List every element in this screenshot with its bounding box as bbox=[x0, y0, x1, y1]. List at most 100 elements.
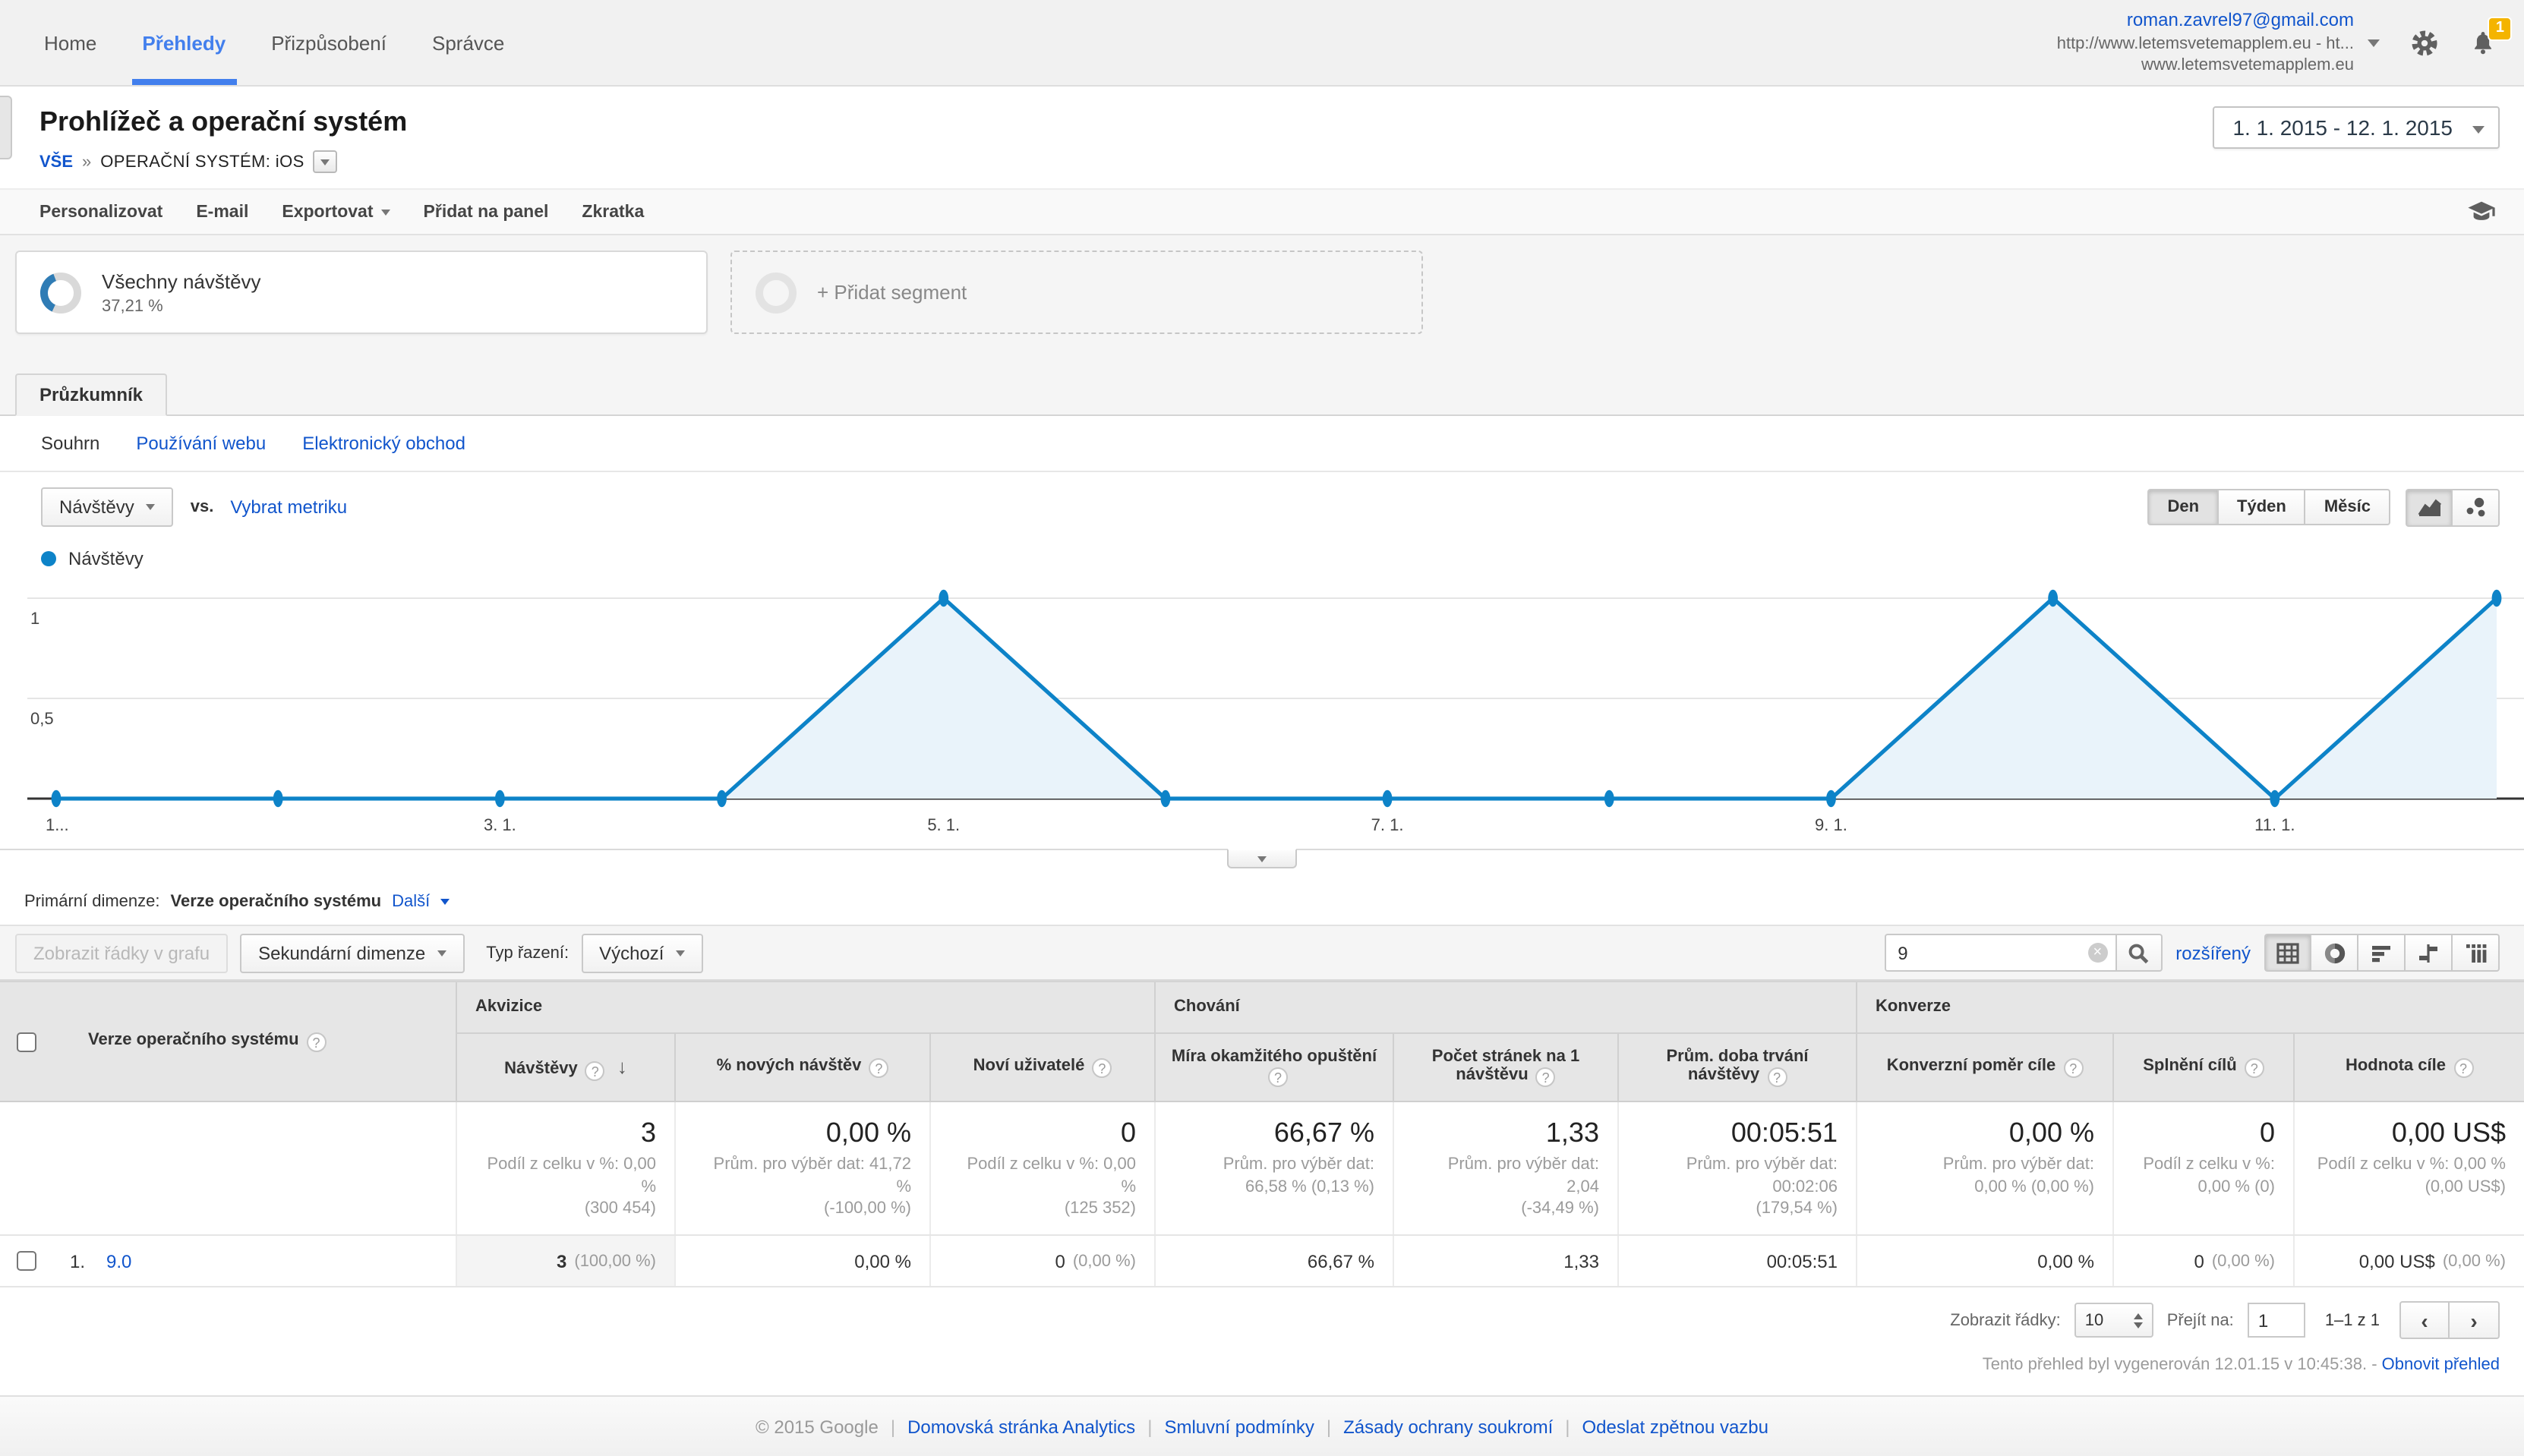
footer-link-analytics-home[interactable]: Domovská stránka Analytics bbox=[907, 1416, 1136, 1438]
footer-link-terms[interactable]: Smluvní podmínky bbox=[1164, 1416, 1314, 1438]
subtab-pouzivani-webu[interactable]: Používání webu bbox=[136, 433, 267, 454]
account-property-primary: http://www.letemsvetemapplem.eu - ht... bbox=[2056, 34, 2354, 52]
footer-link-privacy[interactable]: Zásady ochrany soukromí bbox=[1343, 1416, 1554, 1438]
email-button[interactable]: E-mail bbox=[196, 203, 249, 221]
chevron-down-icon bbox=[380, 209, 390, 215]
notifications-button[interactable]: 1 bbox=[2469, 16, 2512, 57]
shortcut-button[interactable]: Zkratka bbox=[582, 203, 645, 221]
personalize-button[interactable]: Personalizovat bbox=[39, 203, 163, 221]
sidebar-handle[interactable] bbox=[0, 96, 12, 159]
help-icon[interactable]: ? bbox=[2453, 1058, 2473, 1078]
nav-item-prizpusobeni[interactable]: Přizpůsobení bbox=[271, 31, 386, 54]
svg-text:5. 1.: 5. 1. bbox=[927, 815, 960, 834]
row-dimension-link[interactable]: 9.0 bbox=[106, 1250, 132, 1272]
column-header-navstevy[interactable]: Návštěvy? ↓ bbox=[456, 1034, 674, 1101]
help-icon[interactable]: ? bbox=[1268, 1067, 1288, 1087]
granularity-den[interactable]: Den bbox=[2147, 489, 2220, 525]
refresh-report-link[interactable]: Obnovit přehled bbox=[2381, 1356, 2500, 1375]
svg-text:9. 1.: 9. 1. bbox=[1815, 815, 1847, 834]
column-groups-row: Akvizice Chování Konverze bbox=[456, 982, 2524, 1034]
export-button[interactable]: Exportovat bbox=[265, 203, 406, 221]
plot-rows-button[interactable]: Zobrazit řádky v grafu bbox=[15, 933, 229, 972]
goto-page-label: Přejít na: bbox=[2166, 1311, 2234, 1330]
subtab-elektronicky-obchod[interactable]: Elektronický obchod bbox=[302, 433, 465, 454]
svg-text:1: 1 bbox=[30, 609, 39, 628]
add-segment-button[interactable]: + Přidat segment bbox=[730, 251, 1423, 334]
goto-page-input[interactable] bbox=[2247, 1303, 2305, 1338]
nav-right: roman.zavrel97@gmail.com http://www.lete… bbox=[2057, 0, 2524, 85]
breadcrumb-all-link[interactable]: VŠE bbox=[39, 153, 74, 171]
pivot-view-button[interactable] bbox=[2453, 934, 2500, 972]
nav-item-home[interactable]: Home bbox=[44, 31, 97, 54]
pivot-view-icon bbox=[2466, 944, 2486, 962]
primary-dimension-bar: Primární dimenze: Verze operačního systé… bbox=[0, 871, 2524, 925]
sort-type-dropdown[interactable]: Výchozí bbox=[581, 933, 704, 972]
row-checkbox[interactable] bbox=[16, 1251, 36, 1272]
nav-item-spravce[interactable]: Správce bbox=[432, 31, 505, 54]
education-button[interactable] bbox=[2466, 200, 2497, 224]
account-selector[interactable]: roman.zavrel97@gmail.com http://www.lete… bbox=[2057, 9, 2380, 76]
column-header-novych-navstev[interactable]: % nových návštěv? bbox=[674, 1034, 929, 1101]
column-header-mira-opusteni[interactable]: Míra okamžitého opuštění? bbox=[1154, 1034, 1393, 1101]
help-icon[interactable]: ? bbox=[1767, 1067, 1787, 1087]
breadcrumb-dropdown-button[interactable] bbox=[313, 150, 338, 173]
table-controls: Zobrazit řádky v grafu Sekundární dimenz… bbox=[0, 925, 2524, 981]
granularity-tyden[interactable]: Týden bbox=[2219, 489, 2306, 525]
column-header-novi-uzivatele[interactable]: Noví uživatelé? bbox=[929, 1034, 1154, 1101]
search-button[interactable] bbox=[2115, 934, 2163, 972]
settings-button[interactable] bbox=[2410, 28, 2439, 57]
select-all-checkbox[interactable] bbox=[16, 1032, 36, 1051]
nav-item-prehledy[interactable]: Přehledy bbox=[119, 0, 248, 85]
segment-value: 37,21 % bbox=[102, 297, 163, 315]
next-page-button[interactable]: › bbox=[2450, 1301, 2500, 1340]
advanced-search-link[interactable]: rozšířený bbox=[2175, 942, 2251, 963]
help-icon[interactable]: ? bbox=[585, 1060, 605, 1080]
generated-text: Tento přehled byl vygenerován 12.01.15 v… bbox=[1982, 1356, 2377, 1375]
select-metric-link[interactable]: Vybrat metriku bbox=[230, 496, 348, 518]
rows-per-page-select[interactable]: 10 bbox=[2074, 1303, 2153, 1338]
footer-link-feedback[interactable]: Odeslat zpětnou vazbu bbox=[1582, 1416, 1769, 1438]
chart-type-switch bbox=[2406, 488, 2500, 526]
percentage-view-button[interactable] bbox=[2311, 934, 2358, 972]
secondary-dimension-button[interactable]: Sekundární dimenze bbox=[240, 933, 465, 972]
table-view-button[interactable] bbox=[2264, 934, 2311, 972]
help-icon[interactable]: ? bbox=[869, 1058, 889, 1078]
help-icon[interactable]: ? bbox=[2063, 1058, 2084, 1078]
search-input[interactable] bbox=[1884, 934, 2115, 972]
granularity-mesic[interactable]: Měsíc bbox=[2305, 489, 2390, 525]
help-icon[interactable]: ? bbox=[1535, 1067, 1556, 1087]
notification-count-badge: 1 bbox=[2488, 16, 2512, 40]
metric-dropdown[interactable]: Návštěvy bbox=[41, 487, 174, 527]
dimension-more-link[interactable]: Další bbox=[392, 893, 431, 911]
line-chart-type-button[interactable] bbox=[2406, 488, 2453, 526]
dimension-header-block: Verze operačního systému? bbox=[0, 982, 456, 1101]
motion-chart-type-button[interactable] bbox=[2453, 488, 2500, 526]
help-icon[interactable]: ? bbox=[2244, 1058, 2264, 1078]
row-cell: 0 (0,00 %) bbox=[2112, 1236, 2293, 1287]
column-header-splneni-cilu[interactable]: Splnění cílů? bbox=[2112, 1034, 2293, 1101]
column-header-pocet-stranek[interactable]: Počet stránek na 1 návštěvu? bbox=[1393, 1034, 1617, 1101]
add-to-dashboard-button[interactable]: Přidat na panel bbox=[423, 203, 549, 221]
account-email[interactable]: roman.zavrel97@gmail.com bbox=[2126, 8, 2354, 30]
date-range-selector[interactable]: 1. 1. 2015 - 12. 1. 2015 bbox=[2213, 106, 2500, 149]
subtab-souhrn[interactable]: Souhrn bbox=[41, 433, 100, 454]
annotations-toggle[interactable] bbox=[1227, 849, 1297, 868]
performance-view-button[interactable] bbox=[2358, 934, 2406, 972]
column-header-doba-trvani[interactable]: Prům. doba trvání návštěvy? bbox=[1617, 1034, 1856, 1101]
previous-page-button[interactable]: ‹ bbox=[2399, 1301, 2450, 1340]
column-header-hodnota-cile[interactable]: Hodnota cíle? bbox=[2293, 1034, 2524, 1101]
help-icon[interactable]: ? bbox=[1092, 1058, 1112, 1078]
tab-pruzkumnik[interactable]: Průzkumník bbox=[15, 373, 168, 416]
page-header: Prohlížeč a operační systém VŠE » OPERAČ… bbox=[0, 87, 2524, 188]
help-icon[interactable]: ? bbox=[306, 1032, 327, 1052]
dimension-column-header[interactable]: Verze operačního systému? bbox=[52, 1031, 327, 1052]
dimension-os-version[interactable]: Verze operačního systému bbox=[170, 893, 382, 911]
data-table: Verze operačního systému? Akvizice Chová… bbox=[0, 981, 2524, 1288]
chart-area: 1 0,5 1... 3. 1. 5. 1. 7. 1. 9. 1. 11. 1. bbox=[0, 575, 2524, 846]
comparison-view-button[interactable] bbox=[2406, 934, 2453, 972]
chevron-down-icon bbox=[2368, 39, 2380, 46]
clear-search-icon[interactable]: × bbox=[2087, 943, 2108, 963]
column-header-konverzni-pomer[interactable]: Konverzní poměr cíle? bbox=[1856, 1034, 2112, 1101]
segment-all-visits[interactable]: Všechny návštěvy 37,21 % bbox=[15, 251, 708, 334]
segment-text: Všechny návštěvy 37,21 % bbox=[102, 269, 261, 315]
